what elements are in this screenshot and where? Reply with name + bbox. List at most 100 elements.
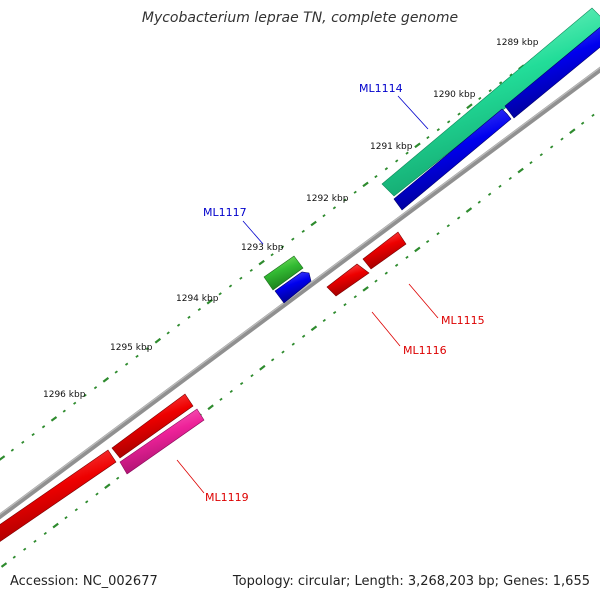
tick-label: 1289 kbp [496,38,539,48]
minor-tick [343,303,347,307]
minor-tick [74,508,78,512]
major-tick [104,483,111,489]
major-tick [154,337,162,344]
minor-tick [425,239,430,244]
minor-tick [291,237,295,241]
major-tick [52,522,59,529]
minor-tick [446,224,450,228]
minor-tick [456,216,461,220]
minor-tick [43,531,47,536]
minor-tick [457,112,461,116]
minor-tick [405,151,409,155]
major-tick [414,142,421,149]
major-tick [259,364,266,371]
position-labels: 1289 kbp 1290 kbp 1291 kbp 1292 kbp 1293… [43,38,539,400]
minor-tick [41,425,46,429]
leader-ml1114 [397,95,429,130]
accession-text: Accession: NC_002677 [10,574,158,589]
gene-feature-red-long[interactable] [0,449,117,545]
minor-tick [135,354,139,358]
major-tick [102,377,110,383]
minor-tick [229,389,233,394]
tick-label: 1293 kbp [241,243,284,253]
leader-ml1115 [408,283,439,319]
gene-label-ml1116[interactable]: ML1116 [403,344,447,357]
gene-feature-ml1116[interactable] [326,263,370,297]
minor-tick [509,73,513,77]
gene-feature-ml1115[interactable] [362,231,407,270]
minor-tick [560,137,564,141]
minor-tick [281,350,285,354]
gene-label-ml1119[interactable]: ML1119 [205,491,249,504]
minor-tick [250,374,254,378]
minor-tick [218,292,222,296]
minor-tick [395,159,399,163]
minor-tick [446,120,451,124]
minor-tick [280,245,285,249]
gene-label-ml1115[interactable]: ML1115 [441,314,485,327]
minor-tick [239,381,244,386]
minor-tick [93,386,98,390]
major-tick [206,298,213,305]
major-tick [50,416,58,422]
map-title: Mycobacterium leprae TN, complete genome [141,10,459,26]
minor-tick [301,334,306,338]
minor-tick [384,271,388,275]
gene-features [0,7,600,545]
minor-tick [539,153,543,157]
genome-summary-text: Topology: circular; Length: 3,268,203 bp… [232,574,590,589]
minor-tick [85,500,89,504]
minor-tick [374,175,378,179]
outer-tick-row [0,10,596,461]
minor-tick [114,370,118,374]
minor-tick [33,539,37,543]
minor-tick [322,214,326,218]
minor-tick [580,121,585,125]
gene-feature-ml1119[interactable] [119,408,205,475]
minor-tick [374,279,378,283]
minor-tick [508,176,512,181]
minor-tick [332,310,337,315]
minor-tick [62,409,66,413]
major-tick [466,103,473,110]
gene-label-ml1117[interactable]: ML1117 [203,206,247,219]
major-tick [414,246,421,253]
minor-tick [477,200,481,204]
minor-tick [83,393,87,398]
minor-tick [291,342,295,346]
major-tick [0,455,6,461]
minor-tick [73,401,77,405]
minor-tick [487,192,492,196]
major-tick [0,562,8,568]
minor-tick [405,255,409,259]
minor-tick [529,161,533,165]
major-tick [465,207,473,213]
gene-feature-ml1114[interactable] [393,108,512,211]
minor-tick [353,295,357,299]
gene-feature-red-mid[interactable] [111,393,194,459]
gene-feature-ml1117[interactable] [263,255,304,291]
minor-tick [394,263,399,267]
gene-feature-rna[interactable] [381,7,600,197]
minor-tick [332,206,337,210]
minor-tick [353,190,357,194]
minor-tick [436,232,440,236]
minor-tick [239,276,243,280]
tick-label: 1292 kbp [306,194,349,204]
gene-feature-blue-small[interactable] [274,271,312,304]
minor-tick [10,448,15,452]
leader-ml1119 [176,459,205,494]
tick-label: 1296 kbp [43,390,86,400]
minor-tick [197,307,202,312]
gene-label-ml1114[interactable]: ML1114 [359,82,403,95]
minor-tick [249,268,253,272]
minor-tick [187,315,191,319]
gene-feature-upper-blue[interactable] [504,24,600,119]
minor-tick [116,476,120,480]
inner-tick-row [0,113,595,568]
tick-label: 1294 kbp [176,294,219,304]
major-tick [517,167,524,174]
minor-tick [498,184,502,188]
